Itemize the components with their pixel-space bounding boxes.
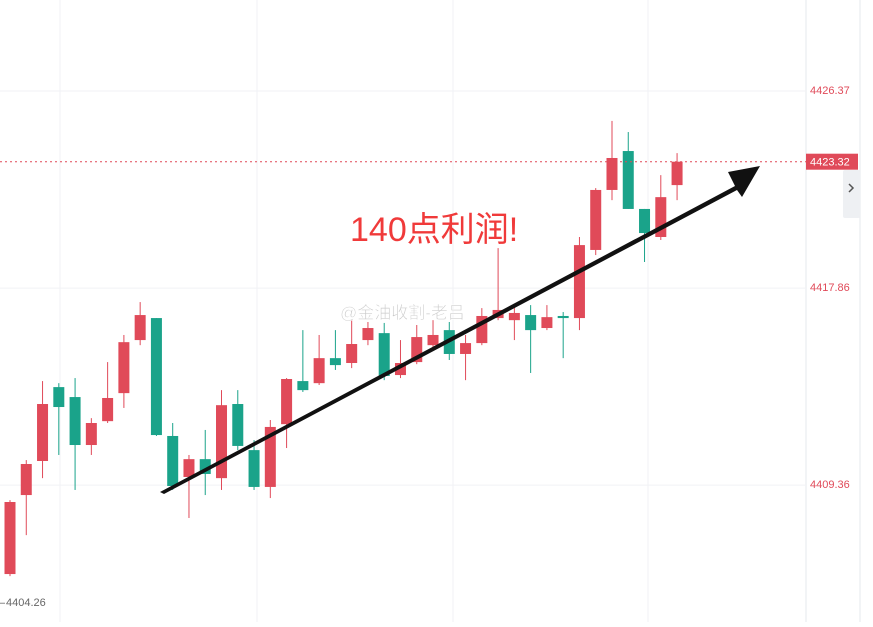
candle-body <box>313 358 325 384</box>
candle-body <box>20 464 32 496</box>
candle-body <box>606 157 618 190</box>
candles <box>4 120 683 577</box>
candle-body <box>557 315 569 319</box>
annotation: 140点利润! <box>350 211 518 249</box>
candle-body <box>329 358 341 366</box>
candle-body <box>37 404 49 461</box>
candle-body <box>85 423 97 446</box>
candle-body <box>297 381 309 391</box>
candle-body <box>216 405 228 479</box>
candle-body <box>525 315 537 331</box>
candle-body <box>264 426 276 487</box>
grid: 4409.36 4417.86 4426.37 <box>0 85 850 491</box>
candle-body <box>53 387 65 408</box>
candle-body <box>411 337 423 363</box>
candle-body <box>4 502 16 575</box>
candle-body <box>476 315 488 344</box>
candle-body <box>508 312 520 321</box>
candle-body <box>671 161 683 186</box>
chevron-icon <box>848 183 855 193</box>
candle-body <box>69 397 81 446</box>
candle-body <box>102 397 114 422</box>
candle-body <box>427 334 439 346</box>
candle-body <box>639 208 651 234</box>
candle-body <box>590 189 602 250</box>
overlay: 4423.32 4404.26 <box>0 153 858 609</box>
y-tick-label: 4426.37 <box>810 85 850 97</box>
candle-body <box>655 197 667 237</box>
candle-body <box>248 450 260 487</box>
y-tick-label: 4417.86 <box>810 282 850 294</box>
candle-body <box>460 343 472 354</box>
low-marker-label: 4404.26 <box>6 597 46 609</box>
watermark: @金油收割-老吕 <box>340 303 465 322</box>
candle-body <box>183 459 195 477</box>
candle-body <box>167 435 179 487</box>
candle-body <box>134 315 146 341</box>
y-tick-label: 4409.36 <box>810 479 850 491</box>
candle-body <box>394 363 406 376</box>
candle-body <box>150 318 162 436</box>
last-price-label: 4423.32 <box>810 157 850 169</box>
vertical-grid <box>59 0 649 622</box>
last-price-box <box>806 153 858 170</box>
candle-body <box>232 404 244 446</box>
candle-body <box>622 151 634 209</box>
candle-body <box>378 333 390 376</box>
scroll-button[interactable] <box>843 170 860 218</box>
candle-body <box>281 378 293 425</box>
trend-arrow <box>160 166 760 494</box>
candle-body <box>199 459 211 474</box>
candle-body <box>573 245 585 319</box>
candle-body <box>362 328 374 341</box>
candle-body <box>541 317 553 329</box>
candle-body <box>118 342 130 394</box>
candle-body <box>346 344 358 364</box>
